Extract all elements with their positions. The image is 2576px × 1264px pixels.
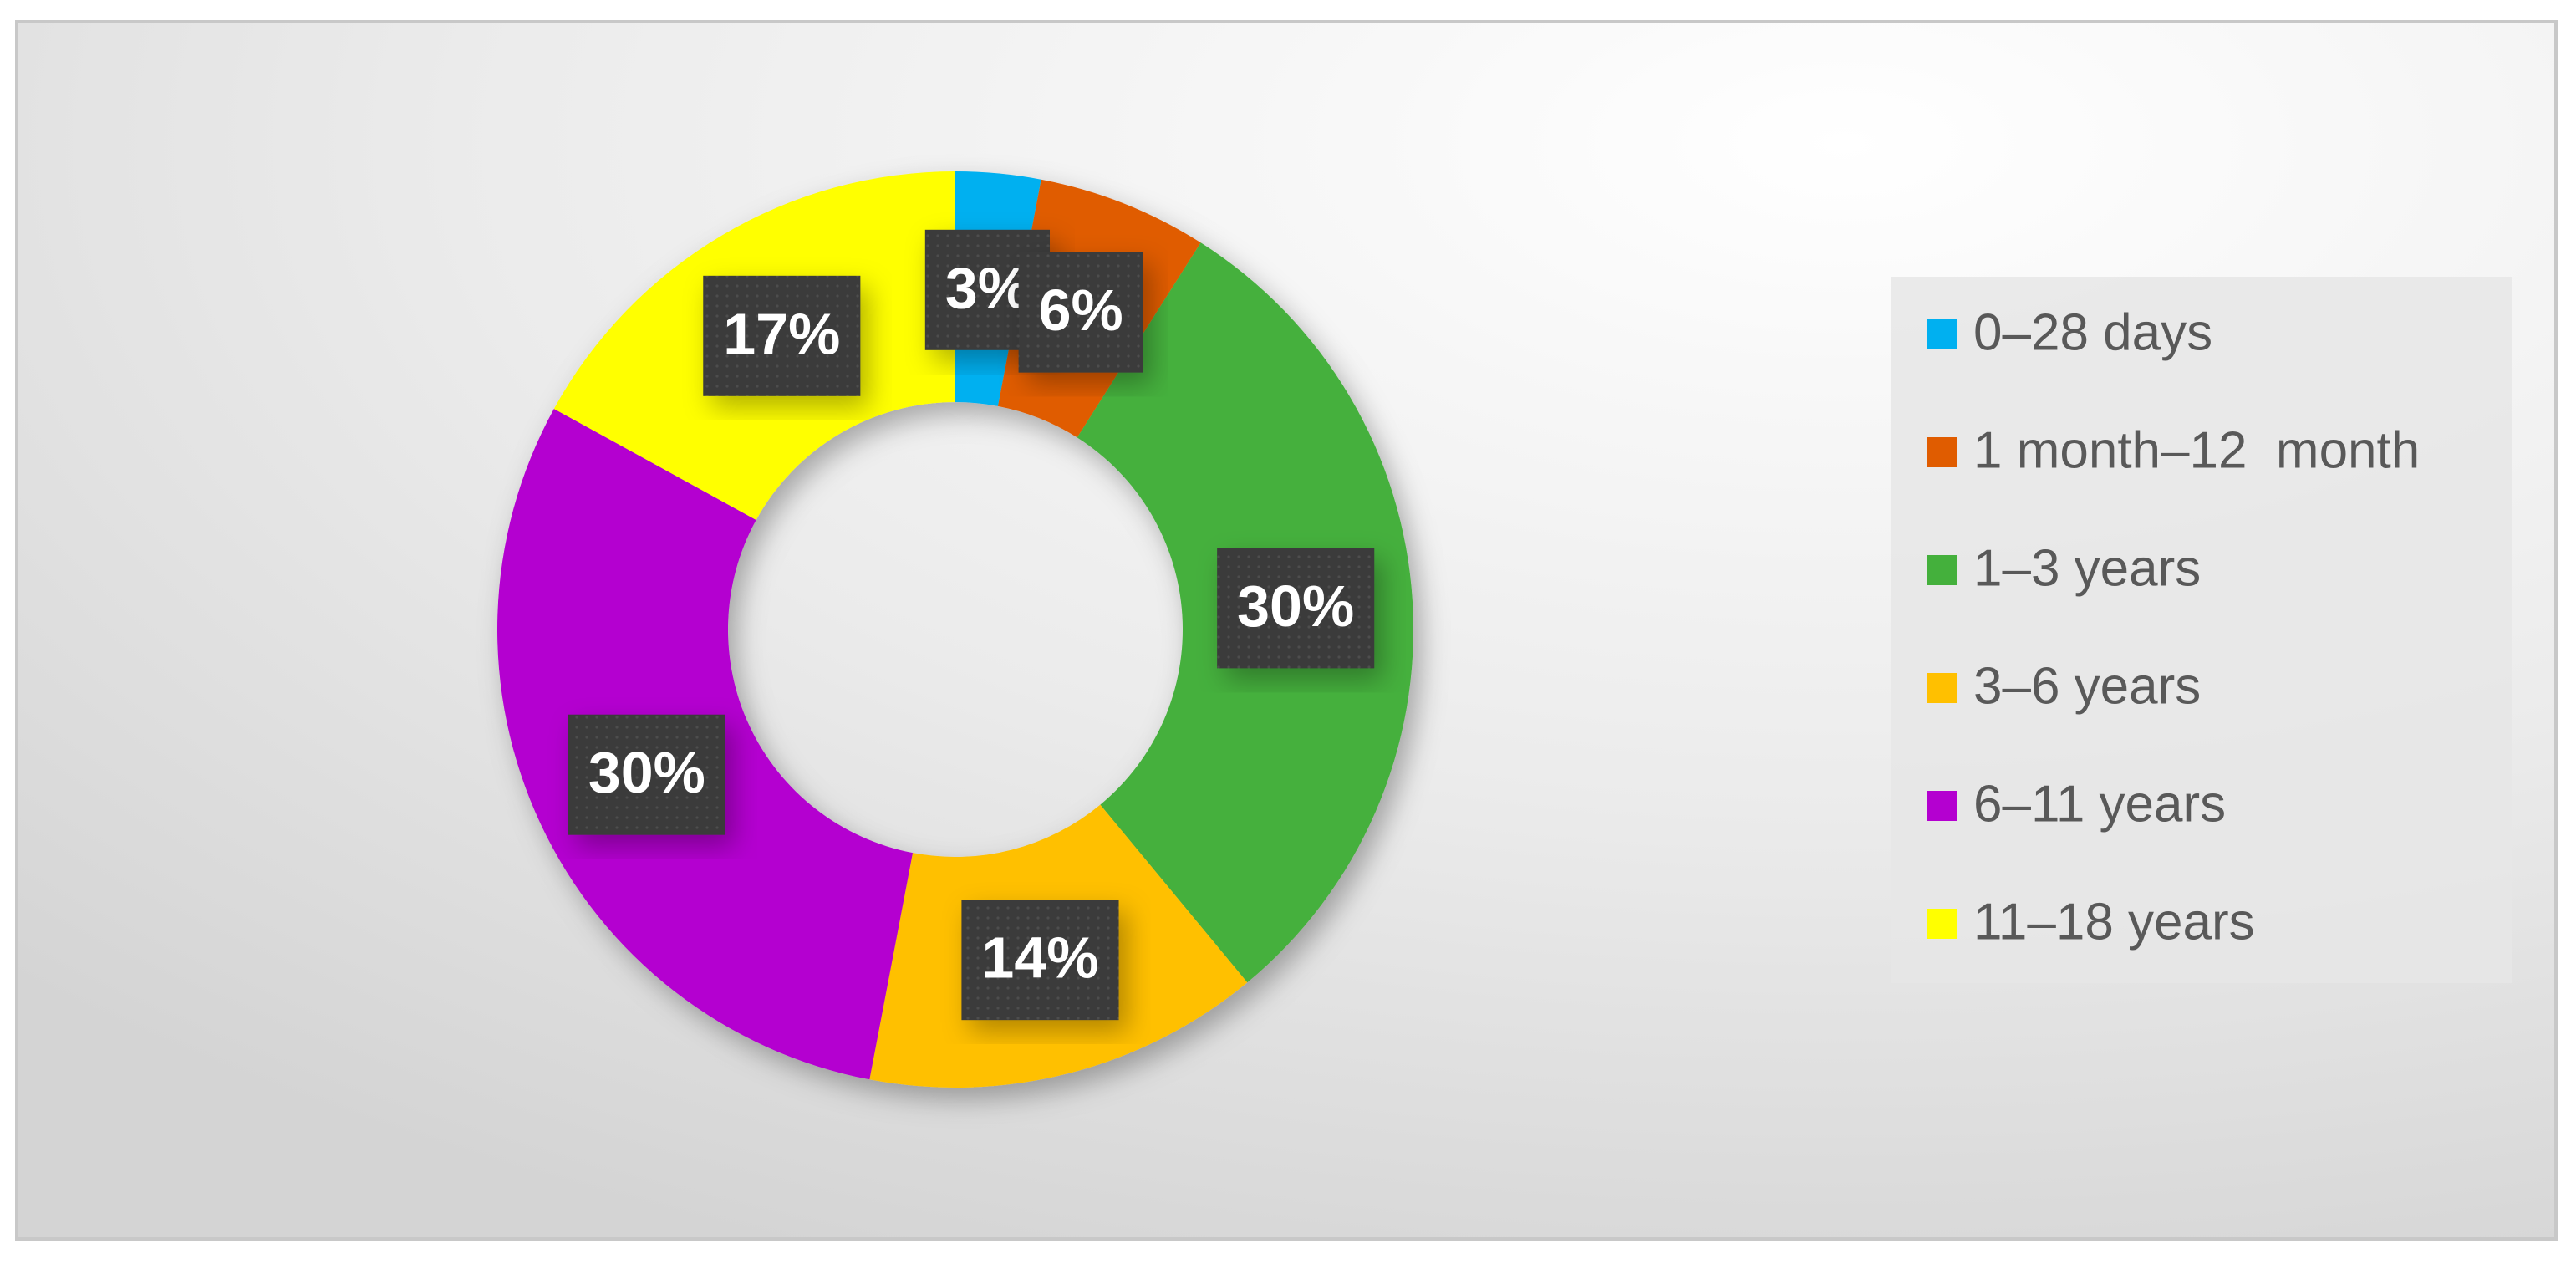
value-label-box	[703, 275, 861, 396]
legend-label: 1 month–12 month	[1973, 421, 2420, 479]
legend-swatch	[1927, 319, 1957, 349]
value-label: 14%	[981, 925, 1098, 991]
value-labels: 3% 6% 30% 14% 30% 17%	[568, 229, 1375, 1021]
legend-label: 11–18 years	[1973, 893, 2255, 951]
legend-label: 6–11 years	[1973, 775, 2226, 833]
value-label-box	[1217, 548, 1375, 669]
value-label: 17%	[723, 301, 840, 366]
value-label-box	[568, 714, 725, 835]
legend-swatch	[1927, 555, 1957, 585]
value-label: 3%	[945, 255, 1030, 320]
value-label-box	[1018, 252, 1143, 373]
legend-swatch	[1927, 437, 1957, 467]
value-label: 30%	[588, 740, 705, 805]
value-label-box	[961, 900, 1119, 1021]
legend-label: 3–6 years	[1973, 657, 2201, 715]
value-label: 30%	[1237, 573, 1354, 639]
legend: 0–28 days 1 month–12 month 1–3 years 3–6 ye…	[1927, 303, 2420, 951]
legend-swatch	[1927, 791, 1957, 821]
legend-box	[1891, 277, 2512, 983]
legend-swatch	[1927, 673, 1957, 703]
value-label: 6%	[1039, 278, 1123, 343]
legend-label: 0–28 days	[1973, 303, 2212, 361]
legend-label: 1–3 years	[1973, 539, 2201, 597]
legend-swatch	[1927, 909, 1957, 939]
